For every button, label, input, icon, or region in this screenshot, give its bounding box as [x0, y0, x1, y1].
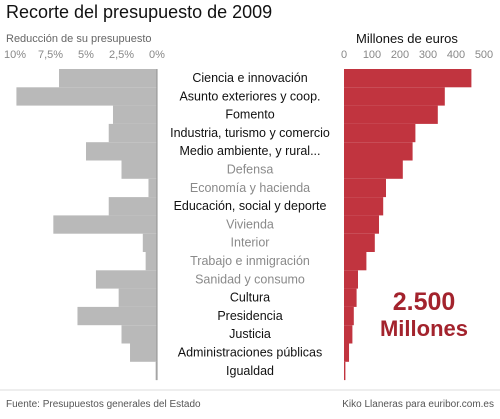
right-bar: [344, 69, 472, 88]
category-label: Vivienda: [226, 217, 274, 231]
left-bar: [53, 215, 158, 234]
category-label: Fomento: [225, 108, 274, 122]
right-bar: [344, 325, 353, 344]
left-tick-label: 7,5%: [38, 49, 63, 61]
right-bar: [344, 270, 358, 289]
left-tick-label: 0%: [149, 49, 165, 61]
footer-credit: Kiko Llaneras para euribor.com.es: [342, 399, 494, 410]
left-bar: [145, 252, 157, 271]
category-label: Justicia: [229, 327, 271, 341]
left-bar: [108, 123, 157, 143]
left-bars: [16, 69, 158, 381]
category-label: Ciencia e innovación: [192, 71, 307, 85]
right-bar: [344, 361, 346, 381]
category-label: Presidencia: [217, 309, 282, 323]
category-label: Defensa: [227, 163, 274, 177]
right-axis-title: Millones de euros: [356, 31, 458, 46]
right-tick-label: 400: [447, 49, 465, 61]
left-bar: [148, 178, 157, 198]
left-bar: [77, 306, 157, 326]
right-tick-label: 100: [363, 49, 381, 61]
category-label: Educación, social y deporte: [174, 199, 327, 213]
total-label-line2: Millones: [380, 316, 468, 341]
left-bar: [118, 288, 157, 307]
left-bar: [95, 270, 157, 289]
right-tick-label: 300: [419, 49, 437, 61]
left-tick-label: 2,5%: [109, 49, 134, 61]
right-tick-label: 200: [391, 49, 409, 61]
chart-title: Recorte del presupuesto de 2009: [6, 2, 272, 22]
left-tick-label: 5%: [78, 49, 94, 61]
category-label: Cultura: [230, 291, 270, 305]
right-bar: [344, 215, 379, 234]
category-label: Igualdad: [226, 364, 274, 378]
right-bar: [344, 142, 413, 161]
category-label: Asunto exteriores y coop.: [179, 89, 320, 103]
right-bar: [344, 288, 357, 307]
left-bar: [86, 142, 157, 161]
left-bar: [16, 87, 158, 106]
category-label: Sanidad y consumo: [195, 272, 305, 286]
right-bar: [344, 343, 350, 362]
left-bar: [121, 325, 157, 344]
right-bar: [344, 252, 367, 271]
category-label: Interior: [231, 236, 270, 250]
right-bar: [344, 160, 403, 179]
left-bar: [112, 105, 157, 124]
total-label-line1: 2.500: [393, 288, 456, 316]
category-label: Trabajo e inmigración: [190, 254, 310, 268]
left-bar: [59, 69, 157, 88]
right-bar: [344, 105, 438, 124]
right-bars: [344, 69, 472, 381]
category-label: Medio ambiente, y rural...: [179, 144, 320, 158]
category-label: Industria, turismo y comercio: [170, 126, 330, 140]
right-bar: [344, 233, 375, 252]
left-bar: [108, 197, 157, 216]
left-tick-label: 10%: [4, 49, 26, 61]
right-tick-label: 0: [341, 49, 347, 61]
right-bar: [344, 178, 386, 198]
left-axis-title: Reducción de su presupuesto: [6, 33, 152, 45]
right-bar: [344, 123, 416, 143]
right-bar: [344, 306, 354, 326]
left-bar: [142, 233, 157, 252]
left-bar: [155, 361, 157, 381]
category-label: Administraciones públicas: [178, 346, 323, 360]
right-tick-label: 500: [475, 49, 493, 61]
category-labels: Ciencia e innovación Asunto exteriores y …: [170, 71, 330, 378]
left-axis-ticks: 10% 7,5% 5% 2,5% 0%: [4, 49, 165, 61]
left-bar: [121, 160, 157, 179]
right-bar: [344, 87, 445, 106]
left-bar: [130, 343, 157, 362]
category-label: Economía y hacienda: [190, 181, 310, 195]
right-bar: [344, 197, 384, 216]
footer-source: Fuente: Presupuestos generales del Estad…: [6, 399, 201, 410]
right-axis-ticks: 0 100 200 300 400 500: [341, 49, 493, 61]
